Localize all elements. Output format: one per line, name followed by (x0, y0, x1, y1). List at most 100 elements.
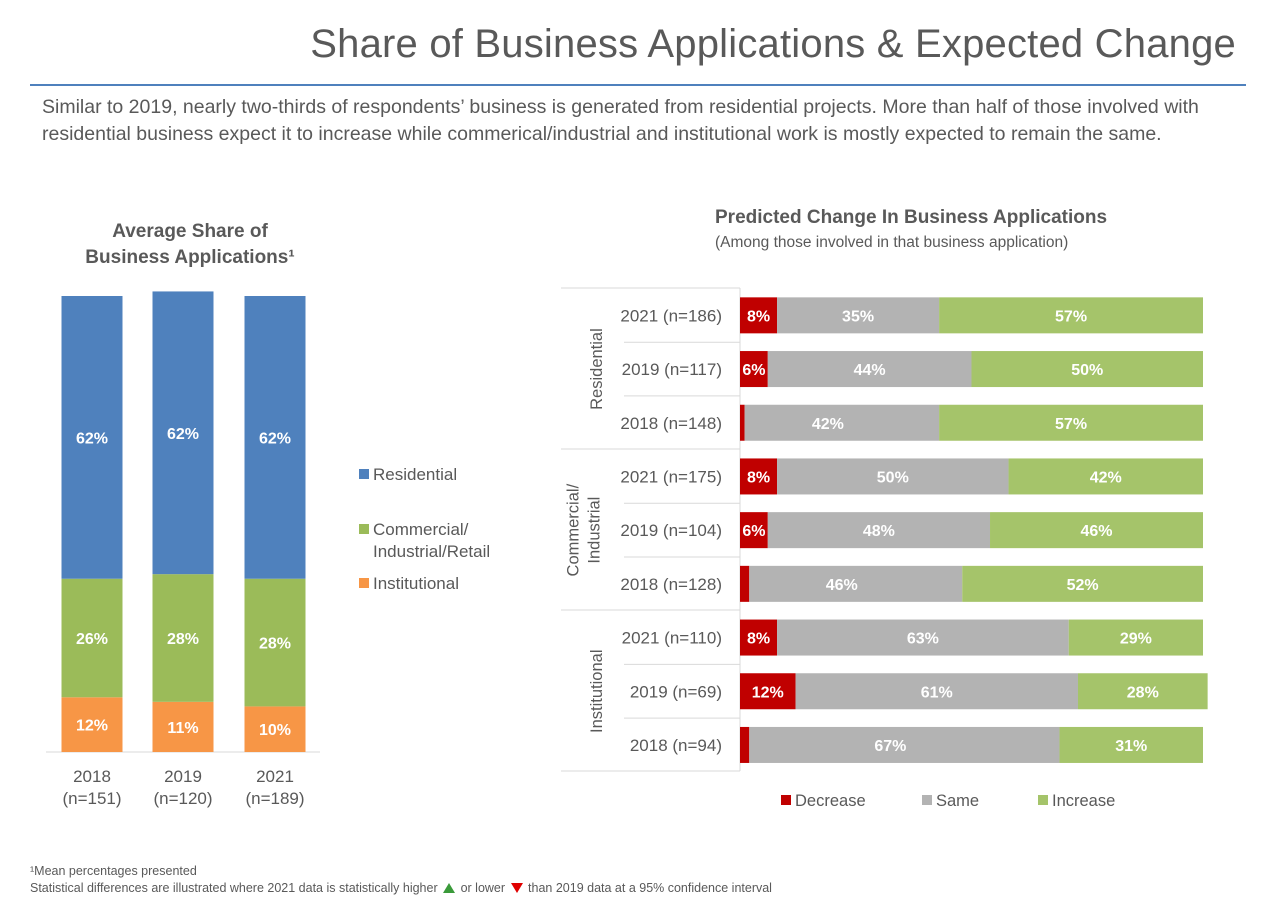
bar-increase (1059, 726, 1203, 763)
bar-residential-2019 (152, 291, 214, 575)
bar-same (795, 673, 1078, 710)
data-label: 42% (1090, 469, 1122, 486)
bar-same (744, 404, 940, 441)
bar-decrease (740, 404, 745, 441)
row-label: 2021 (n=186) (620, 306, 722, 325)
group-label-line: Residential (588, 328, 606, 410)
legend-swatch (359, 524, 369, 534)
row-label: 2018 (n=148) (620, 414, 722, 433)
bar-decrease (740, 351, 768, 388)
legend-label: Same (936, 792, 979, 810)
legend-label: Decrease (795, 792, 866, 810)
x-tick-n-label: (n=189) (245, 789, 304, 808)
bar-same (777, 619, 1069, 656)
row-label: 2018 (n=94) (630, 736, 722, 755)
data-label: 52% (1067, 577, 1099, 594)
data-label: 29% (1120, 631, 1152, 648)
data-label: 12% (76, 718, 108, 735)
bar-decrease (740, 297, 778, 334)
bar-increase (1077, 673, 1208, 710)
bar-decrease (740, 458, 778, 495)
data-label: 57% (1055, 308, 1087, 325)
row-label: 2021 (n=175) (620, 467, 722, 486)
bar-increase (971, 351, 1203, 388)
row-label: 2019 (n=117) (622, 360, 722, 379)
bar-institutional-2018 (61, 697, 123, 752)
legend-swatch (781, 795, 791, 805)
change-legend: Decrease Same Increase (781, 792, 1115, 810)
data-label: 35% (842, 308, 874, 325)
bar-commercial-2021 (244, 578, 306, 707)
bar-decrease (740, 726, 750, 763)
bar-decrease (740, 512, 768, 549)
left-chart-title: Average Share of Business Applications¹ (60, 219, 320, 271)
data-label: 6% (742, 523, 765, 540)
data-label: 6% (742, 362, 765, 379)
group-label-line: Industrial (586, 497, 604, 564)
group-label-line: Commercial/ (565, 483, 583, 576)
bar-residential-2021 (244, 296, 306, 579)
data-label: 26% (76, 631, 108, 648)
bar-decrease (740, 565, 750, 602)
title-divider (30, 84, 1246, 86)
data-label: 31% (1115, 738, 1147, 755)
data-label: 46% (826, 577, 858, 594)
group-label: Institutional (588, 650, 606, 733)
data-label: 28% (1127, 684, 1159, 701)
data-label: 28% (167, 631, 199, 648)
bar-increase (990, 512, 1203, 549)
legend-swatch (359, 578, 369, 588)
right-chart-title: Predicted Change In Business Application… (715, 207, 1108, 228)
data-label: 62% (76, 430, 108, 447)
data-label: 8% (747, 469, 770, 486)
bar-decrease (740, 673, 796, 710)
bar-institutional-2019 (152, 701, 214, 752)
bar-commercial-2019 (152, 574, 214, 702)
bar-increase (1068, 619, 1203, 656)
bar-same (749, 565, 963, 602)
legend-swatch (1038, 795, 1048, 805)
group-label: Commercial/Industrial (565, 483, 604, 576)
legend-label: Increase (1052, 792, 1115, 810)
bar-decrease (740, 619, 778, 656)
data-label: 67% (874, 738, 906, 755)
legend-swatch (359, 469, 369, 479)
bar-increase (939, 297, 1203, 334)
x-tick-label: 2018 (73, 767, 111, 786)
legend-swatch (922, 795, 932, 805)
right-chart-subtitle: (Among those involved in that business a… (715, 234, 1069, 251)
bar-commercial-2018 (61, 578, 123, 698)
bar-same (749, 726, 1060, 763)
footnote-stats-before: Statistical differences are illustrated … (30, 881, 438, 895)
data-label: 63% (907, 631, 939, 648)
legend-label: Residential (373, 465, 457, 484)
data-label: 61% (921, 684, 953, 701)
bar-increase (1008, 458, 1203, 495)
bar-increase (962, 565, 1203, 602)
bar-same (777, 297, 940, 334)
data-label: 50% (877, 469, 909, 486)
share-stacked-bar-chart: 12% 26% 62% 2018 (n=151) 11% 28% 62% 2019 (n=120)… (46, 291, 320, 808)
page-title: Share of Business Applications & Expecte… (310, 22, 1236, 66)
data-label: 11% (167, 720, 198, 737)
bar-same (767, 351, 972, 388)
data-label: 10% (259, 722, 291, 739)
higher-triangle-icon (443, 883, 456, 893)
data-label: 42% (812, 416, 844, 433)
footnote-stats-after: than 2019 data at a 95% confidence inter… (528, 881, 772, 895)
legend-label: Commercial/ (373, 520, 469, 539)
data-label: 12% (752, 684, 784, 701)
bar-increase (939, 404, 1203, 441)
footnote-stats: Statistical differences are illustrated … (30, 881, 772, 895)
left-chart-title-line2: Business Applications¹ (85, 247, 295, 268)
data-label: 8% (747, 631, 770, 648)
bar-residential-2018 (61, 296, 123, 579)
x-tick-n-label: (n=120) (153, 789, 212, 808)
legend-label: Institutional (373, 574, 459, 593)
group-label-line: Institutional (588, 650, 606, 733)
page-subtitle: Similar to 2019, nearly two-thirds of re… (42, 96, 1199, 145)
footnote-stats-middle: or lower (460, 881, 506, 895)
footnote-mean: ¹Mean percentages presented (30, 864, 197, 878)
row-label: 2021 (n=110) (622, 629, 722, 648)
